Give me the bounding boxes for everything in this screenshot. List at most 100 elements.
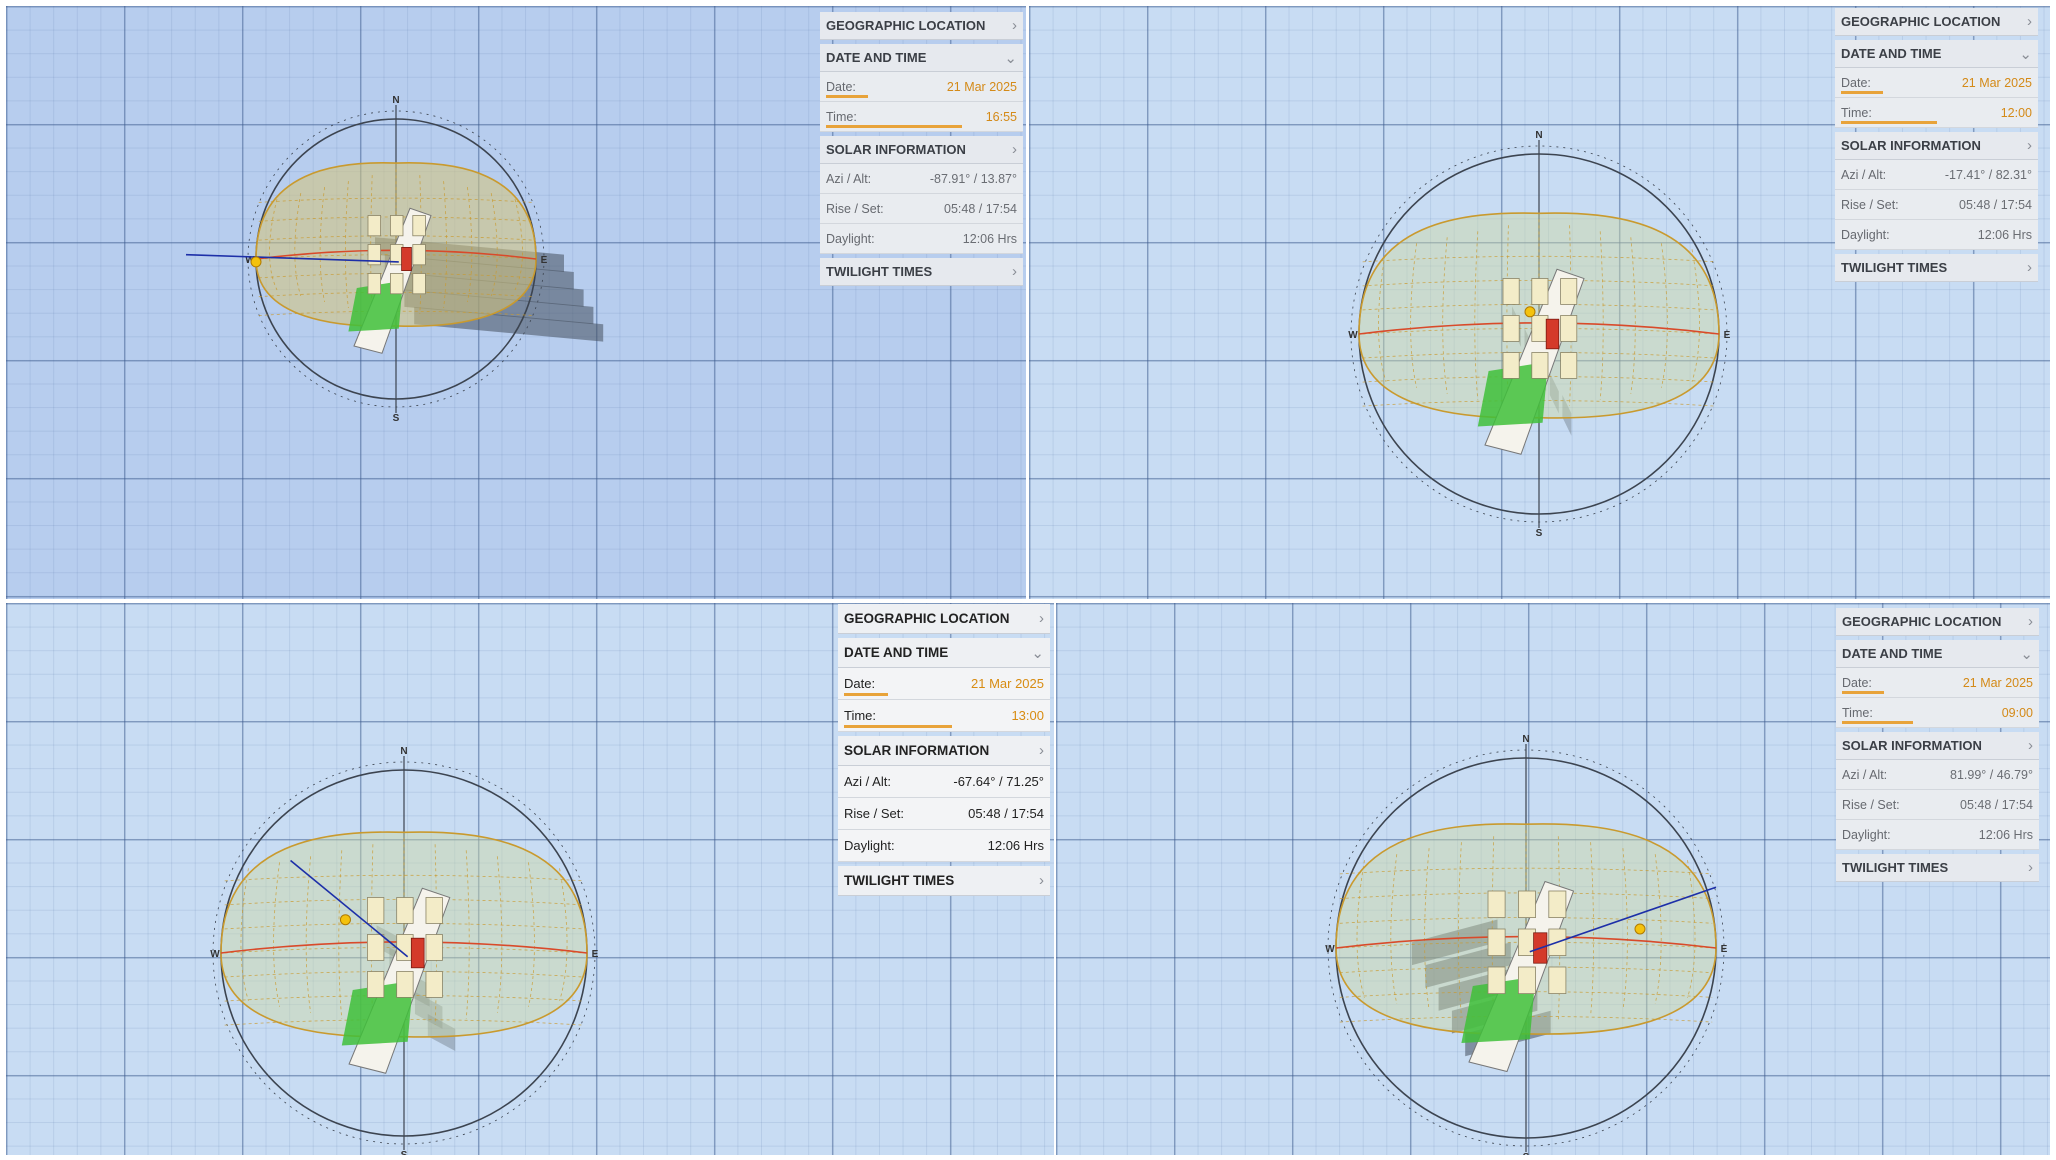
sun-study-view-3[interactable]: N S W E GEOGRAPHIC LOCATION › DATE AND TIME ⌄…	[6, 603, 1054, 1155]
date-and-time-header[interactable]: DATE AND TIME ⌄	[838, 638, 1050, 668]
twilight-times-label: TWILIGHT TIMES	[826, 264, 933, 279]
twilight-times-header[interactable]: TWILIGHT TIMES ›	[838, 866, 1050, 896]
date-and-time-label: DATE AND TIME	[844, 645, 949, 660]
building	[367, 244, 382, 266]
azi-alt-value: 81.99° / 46.79°	[1950, 767, 2033, 782]
time-value: 16:55	[985, 109, 1017, 124]
hour-line	[1424, 848, 1430, 1010]
hour-line	[490, 193, 498, 297]
geographic-location-label: GEOGRAPHIC LOCATION	[1841, 14, 2001, 29]
building-shadow	[427, 1014, 456, 1052]
twilight-times-header[interactable]: TWILIGHT TIMES ›	[1835, 254, 2038, 282]
rise-set-row: Rise / Set: 05:48 / 17:54	[1836, 790, 2039, 820]
solar-information-header[interactable]: SOLAR INFORMATION ›	[820, 136, 1023, 164]
chevron-right-icon: ›	[2028, 737, 2033, 754]
building	[1560, 315, 1578, 342]
twilight-times-label: TWILIGHT TIMES	[1841, 260, 1948, 275]
sun-study-view-4[interactable]: N S W E GEOGRAPHIC LOCATION › DATE AND TIME ⌄…	[1056, 603, 2050, 1155]
time-row[interactable]: Time: 12:00	[1835, 98, 2038, 128]
time-row[interactable]: Time: 09:00	[1836, 698, 2039, 728]
date-value: 21 Mar 2025	[1962, 675, 2033, 690]
compass-east-label: E	[541, 255, 548, 266]
geographic-location-header[interactable]: GEOGRAPHIC LOCATION ›	[1835, 8, 2038, 36]
solar-information-header[interactable]: SOLAR INFORMATION ›	[838, 736, 1050, 766]
date-row[interactable]: Date: 21 Mar 2025	[820, 72, 1023, 102]
compass-west-label: W	[210, 949, 220, 960]
daylight-label: Daylight:	[1842, 827, 1891, 842]
date-and-time-header[interactable]: DATE AND TIME ⌄	[820, 44, 1023, 72]
geographic-location-header[interactable]: GEOGRAPHIC LOCATION ›	[820, 12, 1023, 40]
compass-north-label: N	[400, 746, 407, 757]
compass-west-label: W	[1348, 330, 1358, 341]
sun-study-view-2[interactable]: N S W E GEOGRAPHIC LOCATION › DATE AND TIME ⌄…	[1029, 6, 2050, 599]
sun-path-3d-scene[interactable]: N S W E	[1056, 603, 2050, 1155]
sun-path-3d-scene[interactable]: N S W E	[6, 603, 1054, 1155]
date-slider[interactable]	[844, 693, 888, 696]
sun-path-3d-scene[interactable]: N S W E	[1029, 6, 2050, 599]
time-row[interactable]: Time: 16:55	[820, 102, 1023, 132]
sun-icon	[250, 256, 262, 268]
hour-line	[1390, 854, 1398, 1004]
compass-east-label: E	[592, 949, 599, 960]
sun-study-view-1[interactable]: N S W E GEOGRAPHIC LOCATION › DATE AND TIME ⌄…	[6, 6, 1026, 599]
date-and-time-header[interactable]: DATE AND TIME ⌄	[1836, 640, 2039, 668]
twilight-times-header[interactable]: TWILIGHT TIMES ›	[1836, 854, 2039, 882]
sun-path-diagram: N S W E	[185, 95, 604, 424]
daylight-row: Daylight: 12:06 Hrs	[820, 224, 1023, 254]
rise-set-row: Rise / Set: 05:48 / 17:54	[838, 798, 1050, 830]
rise-set-label: Rise / Set:	[826, 201, 884, 216]
city-model	[341, 887, 451, 1074]
building	[1531, 315, 1549, 342]
sun-path-3d-scene[interactable]: N S W E	[6, 6, 1026, 599]
sun-info-panel: GEOGRAPHIC LOCATION › DATE AND TIME ⌄ Date…	[1836, 608, 2039, 882]
chevron-right-icon: ›	[2027, 13, 2032, 30]
solar-information-header[interactable]: SOLAR INFORMATION ›	[1835, 132, 2038, 160]
building	[366, 897, 385, 924]
date-and-time-label: DATE AND TIME	[1842, 646, 1943, 661]
date-value: 21 Mar 2025	[1961, 75, 2032, 90]
date-slider[interactable]	[826, 95, 868, 98]
chevron-right-icon: ›	[2027, 259, 2032, 276]
rise-set-value: 05:48 / 17:54	[944, 201, 1017, 216]
building-shadow	[1562, 395, 1572, 436]
date-row[interactable]: Date: 21 Mar 2025	[838, 668, 1050, 700]
date-and-time-header[interactable]: DATE AND TIME ⌄	[1835, 40, 2038, 68]
date-slider[interactable]	[1841, 91, 1883, 94]
hour-line	[1569, 225, 1572, 406]
time-slider[interactable]	[844, 725, 952, 728]
geographic-location-header[interactable]: GEOGRAPHIC LOCATION ›	[1836, 608, 2039, 636]
twilight-times-header[interactable]: TWILIGHT TIMES ›	[820, 258, 1023, 286]
building	[425, 934, 443, 961]
compass-ticks	[212, 761, 596, 1145]
daylight-label: Daylight:	[844, 838, 895, 853]
time-slider[interactable]	[1842, 721, 1913, 724]
time-slider[interactable]	[826, 125, 962, 128]
compass-west-label: W	[245, 255, 255, 266]
hour-line	[338, 850, 343, 1019]
building	[1560, 278, 1578, 305]
time-slider[interactable]	[1841, 121, 1937, 124]
time-row[interactable]: Time: 13:00	[838, 700, 1050, 732]
hour-line	[528, 862, 535, 1007]
geographic-location-header[interactable]: GEOGRAPHIC LOCATION ›	[838, 604, 1050, 634]
date-line	[1339, 867, 1713, 875]
building	[425, 971, 443, 998]
azi-alt-row: Azi / Alt: -17.41° / 82.31°	[1835, 160, 2038, 190]
solar-information-header[interactable]: SOLAR INFORMATION ›	[1836, 732, 2039, 760]
time-value: 09:00	[2001, 705, 2033, 720]
compass-south-label: S	[393, 413, 400, 424]
building	[412, 273, 426, 295]
rise-set-row: Rise / Set: 05:48 / 17:54	[820, 194, 1023, 224]
azi-alt-value: -87.91° / 13.87°	[929, 171, 1017, 186]
hour-line	[443, 181, 447, 308]
building	[389, 215, 404, 237]
daylight-row: Daylight: 12:06 Hrs	[1836, 820, 2039, 850]
date-row[interactable]: Date: 21 Mar 2025	[1835, 68, 2038, 98]
date-label: Date:	[844, 676, 876, 691]
solar-information-label: SOLAR INFORMATION	[1841, 138, 1981, 153]
date-slider[interactable]	[1842, 691, 1884, 694]
date-value: 21 Mar 2025	[971, 676, 1044, 691]
date-row[interactable]: Date: 21 Mar 2025	[1836, 668, 2039, 698]
azi-alt-label: Azi / Alt:	[1842, 767, 1888, 782]
date-label: Date:	[826, 79, 856, 94]
